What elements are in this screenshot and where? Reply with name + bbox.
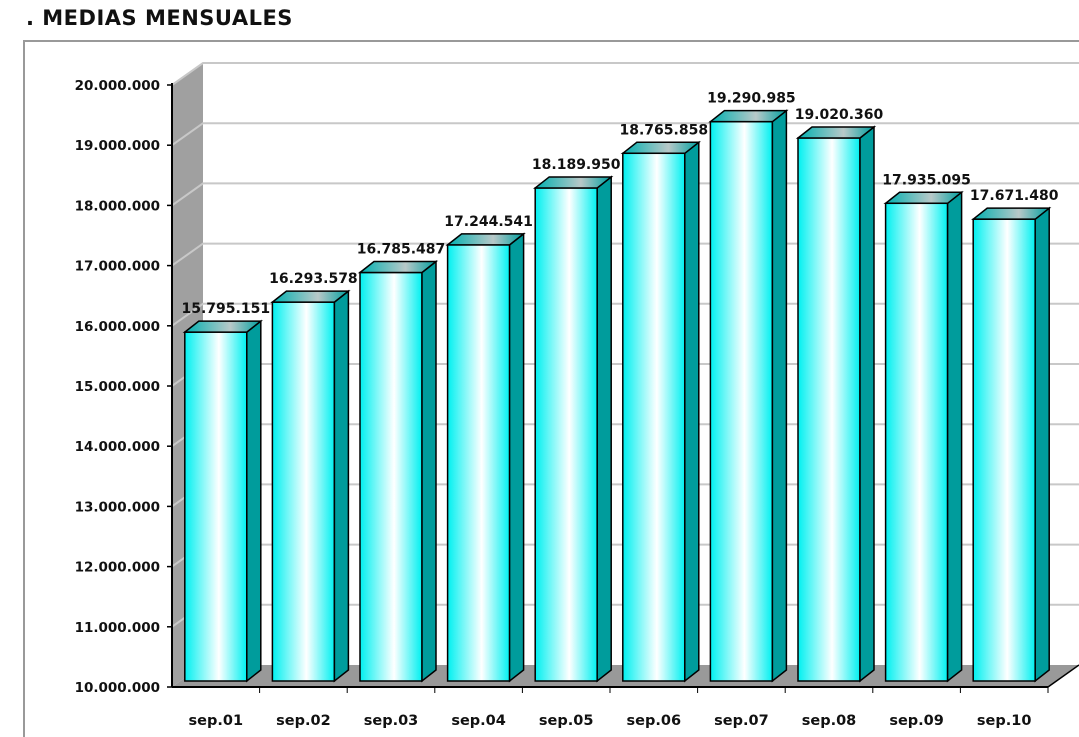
bar-top	[971, 207, 1052, 220]
y-tick-label: 12.000.000	[75, 560, 160, 576]
x-tick-label: sep.07	[714, 713, 769, 729]
y-tick-label: 14.000.000	[75, 439, 160, 455]
bar-top	[445, 233, 526, 246]
bar-top	[270, 290, 351, 303]
bar-front	[709, 120, 774, 682]
x-tick-label: sep.01	[189, 713, 244, 729]
y-tick-label: 10.000.000	[75, 680, 160, 696]
bar-side	[596, 175, 612, 683]
x-tick-label: sep.03	[364, 713, 419, 729]
bar-front	[622, 152, 686, 682]
bar-top	[620, 141, 701, 155]
bar-top	[883, 191, 964, 205]
gridline	[171, 62, 1079, 86]
x-tick-label: sep.06	[627, 713, 682, 729]
chart-frame	[23, 40, 1079, 737]
y-tick-label: 16.000.000	[75, 319, 160, 335]
bar-top	[357, 260, 439, 274]
bar-top	[533, 176, 614, 189]
bar-front	[797, 137, 861, 682]
data-label: 17.935.095	[882, 172, 971, 188]
data-label: 16.293.578	[269, 271, 358, 287]
x-tick-label: sep.02	[276, 713, 331, 729]
bar-front	[446, 244, 511, 682]
y-tick-label: 13.000.000	[75, 499, 160, 515]
data-label: 19.020.360	[795, 107, 884, 123]
x-tick-label: sep.09	[889, 713, 944, 729]
data-label: 15.795.151	[182, 301, 271, 317]
bar-side	[421, 259, 437, 683]
x-axis-depth	[1047, 664, 1079, 688]
chart-title: . MEDIAS MENSUALES	[26, 6, 293, 30]
x-tick-label: sep.08	[802, 713, 857, 729]
y-tick-label: 15.000.000	[75, 379, 160, 395]
bar-front	[972, 218, 1036, 682]
bar-side	[946, 190, 963, 683]
bar-side	[771, 109, 788, 683]
bar-front	[184, 331, 248, 682]
bar-side	[684, 140, 700, 683]
x-tick-label: sep.05	[539, 713, 594, 729]
bar-top	[182, 320, 263, 333]
bar-front	[271, 301, 336, 682]
bar-front	[534, 187, 598, 682]
bar-top	[708, 109, 789, 123]
bar-front	[359, 271, 423, 682]
bar-top	[795, 126, 877, 139]
bar-front	[884, 202, 949, 682]
bar-side	[508, 232, 525, 683]
y-tick-label: 11.000.000	[75, 620, 160, 636]
data-label: 18.765.858	[620, 122, 709, 138]
data-label: 17.244.541	[444, 214, 533, 230]
data-label: 16.785.487	[357, 242, 446, 258]
y-tick-label: 20.000.000	[75, 78, 160, 94]
data-label: 17.671.480	[970, 188, 1059, 204]
x-tick-label: sep.10	[977, 713, 1032, 729]
bar-side	[246, 319, 262, 683]
data-label: 18.189.950	[532, 157, 621, 173]
y-tick-label: 18.000.000	[75, 198, 160, 214]
bar-side	[1034, 206, 1050, 683]
x-tick-label: sep.04	[451, 713, 506, 729]
data-label: 19.290.985	[707, 91, 796, 107]
y-tick-label: 19.000.000	[75, 138, 160, 154]
bar-side	[333, 289, 350, 683]
y-tick-label: 17.000.000	[75, 259, 160, 275]
bar-side	[859, 125, 875, 683]
